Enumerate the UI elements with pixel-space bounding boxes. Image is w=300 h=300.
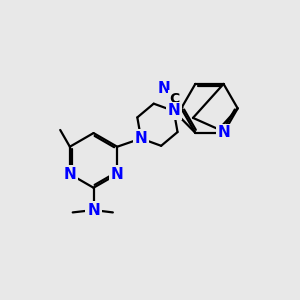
- Text: N: N: [87, 202, 100, 217]
- Text: N: N: [111, 167, 124, 182]
- Text: N: N: [217, 125, 230, 140]
- Text: C: C: [169, 92, 180, 106]
- Text: N: N: [64, 167, 76, 182]
- Text: N: N: [167, 103, 180, 118]
- Text: N: N: [157, 81, 170, 96]
- Text: N: N: [135, 131, 147, 146]
